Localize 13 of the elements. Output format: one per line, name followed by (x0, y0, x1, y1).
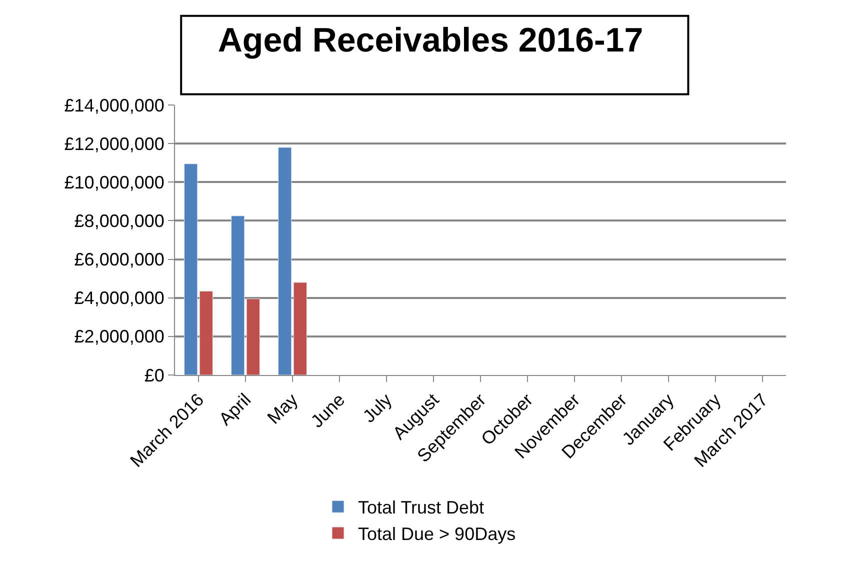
y-tick-label: £8,000,000 (74, 211, 164, 232)
y-tick-label: £2,000,000 (74, 326, 164, 347)
y-tick-label: £0 (144, 365, 164, 386)
legend-label: Total Trust Debt (358, 498, 484, 518)
y-tick-label: £10,000,000 (64, 172, 164, 192)
legend-label: Total Due > 90Days (358, 524, 516, 544)
chart-title: Aged Receivables 2016-17 (218, 21, 644, 60)
y-tick-label: £4,000,000 (74, 288, 164, 308)
y-tick-label: £6,000,000 (74, 250, 164, 270)
x-tick-label: May (264, 390, 302, 428)
y-tick-label: £12,000,000 (64, 134, 164, 154)
y-tick-label: £14,000,000 (64, 95, 164, 116)
x-tick-label: July (358, 390, 396, 426)
